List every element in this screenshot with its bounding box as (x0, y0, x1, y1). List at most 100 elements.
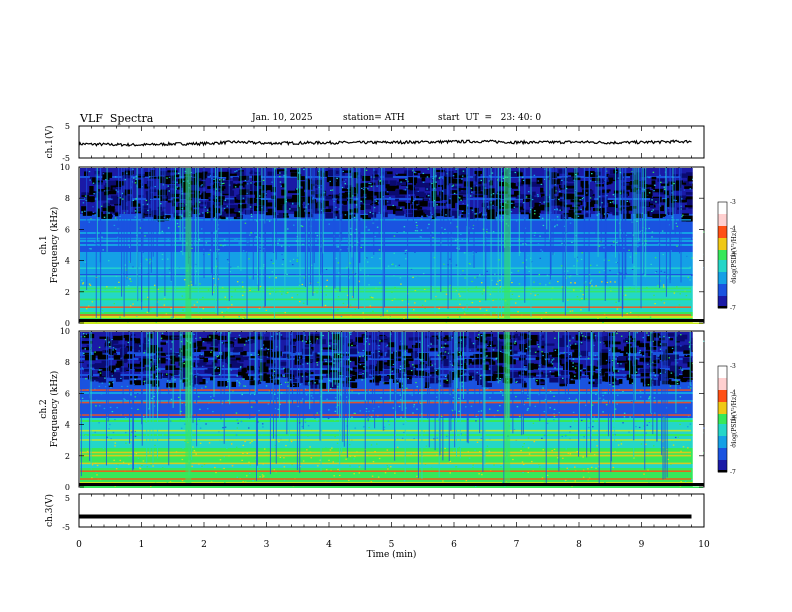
speckle (207, 292, 210, 294)
colorbar-swatch (718, 266, 727, 269)
noise-patch (605, 376, 614, 382)
speckle (529, 388, 532, 390)
speckle (573, 179, 575, 181)
noise-patch (278, 212, 284, 218)
speckle (283, 175, 285, 177)
noise-patch (376, 363, 384, 369)
speckle (222, 427, 224, 429)
sferic-streak (562, 168, 564, 303)
speckle (199, 193, 202, 195)
speckle (563, 225, 566, 227)
speckle (548, 282, 551, 284)
speckle (142, 416, 145, 418)
speckle (378, 249, 381, 251)
speckle (400, 207, 402, 209)
speckle (651, 210, 653, 213)
speckle (676, 274, 678, 276)
noise-patch (165, 365, 176, 370)
colorbar-swatch (718, 268, 727, 271)
speckle (83, 352, 85, 355)
noise-patch (108, 381, 113, 388)
speckle (99, 372, 102, 374)
speckle (681, 369, 683, 371)
speckle (474, 213, 476, 215)
noise-patch (560, 356, 568, 359)
speckle (648, 227, 650, 230)
speckle (702, 427, 705, 429)
noise-patch (528, 213, 540, 219)
sferic-streak (509, 168, 511, 281)
speckle (662, 286, 665, 288)
noise-patch (200, 201, 207, 205)
speckle (563, 312, 565, 314)
speckle (471, 376, 474, 378)
spectrogram-row (80, 392, 703, 394)
noise-patch (667, 198, 676, 203)
spectrogram-row (80, 200, 703, 202)
noise-patch (408, 177, 418, 183)
speckle (202, 308, 205, 310)
speckle (150, 485, 152, 487)
speckle (458, 293, 460, 295)
noise-patch (372, 174, 378, 181)
noise-patch (113, 355, 121, 360)
speckle (363, 366, 365, 368)
noise-patch (688, 377, 697, 381)
speckle (573, 289, 575, 291)
speckle (238, 242, 240, 244)
speckle (365, 169, 368, 171)
speckle (100, 409, 102, 411)
speckle (386, 449, 389, 451)
speckle (289, 208, 291, 210)
noise-patch (687, 362, 695, 367)
noise-patch (83, 352, 91, 355)
noise-patch (287, 354, 291, 359)
noise-patch (651, 185, 655, 189)
speckle (452, 184, 455, 186)
noise-patch (247, 339, 256, 344)
speckle (442, 480, 444, 482)
speckle (322, 265, 325, 267)
noise-patch (221, 190, 228, 194)
noise-patch (426, 210, 431, 216)
speckle (115, 189, 117, 191)
noise-patch (500, 194, 505, 200)
speckle (573, 265, 575, 267)
speckle (259, 247, 261, 249)
speckle (411, 202, 414, 204)
speckle (544, 435, 547, 437)
speckle (182, 447, 184, 449)
noise-patch (410, 200, 419, 205)
spectrogram-row (80, 218, 703, 220)
noise-patch (651, 176, 657, 180)
spectrogram-row (80, 408, 703, 410)
speckle (487, 206, 489, 208)
noise-patch (163, 215, 171, 218)
speckle (454, 239, 457, 241)
speckle (98, 405, 101, 407)
noise-patch (193, 177, 200, 182)
speckle (327, 417, 330, 420)
speckle (463, 313, 466, 315)
sferic-streak (466, 168, 468, 226)
speckle (84, 210, 86, 212)
speckle (479, 422, 482, 424)
speckle (242, 378, 244, 380)
sferic-streak (248, 168, 250, 249)
speckle (280, 185, 283, 187)
noise-patch (428, 347, 438, 351)
noise-patch (255, 192, 265, 199)
noise-patch (458, 205, 468, 211)
noise-patch (107, 206, 115, 209)
speckle (671, 184, 673, 186)
speckle (291, 203, 294, 205)
speckle (261, 474, 264, 476)
colorbar-swatch (718, 210, 727, 213)
speckle (178, 355, 180, 357)
speckle (234, 289, 237, 291)
sferic-streak (257, 168, 259, 285)
speckle (538, 273, 541, 276)
noise-patch (492, 373, 501, 380)
speckle (82, 282, 85, 284)
speckle (663, 188, 666, 190)
